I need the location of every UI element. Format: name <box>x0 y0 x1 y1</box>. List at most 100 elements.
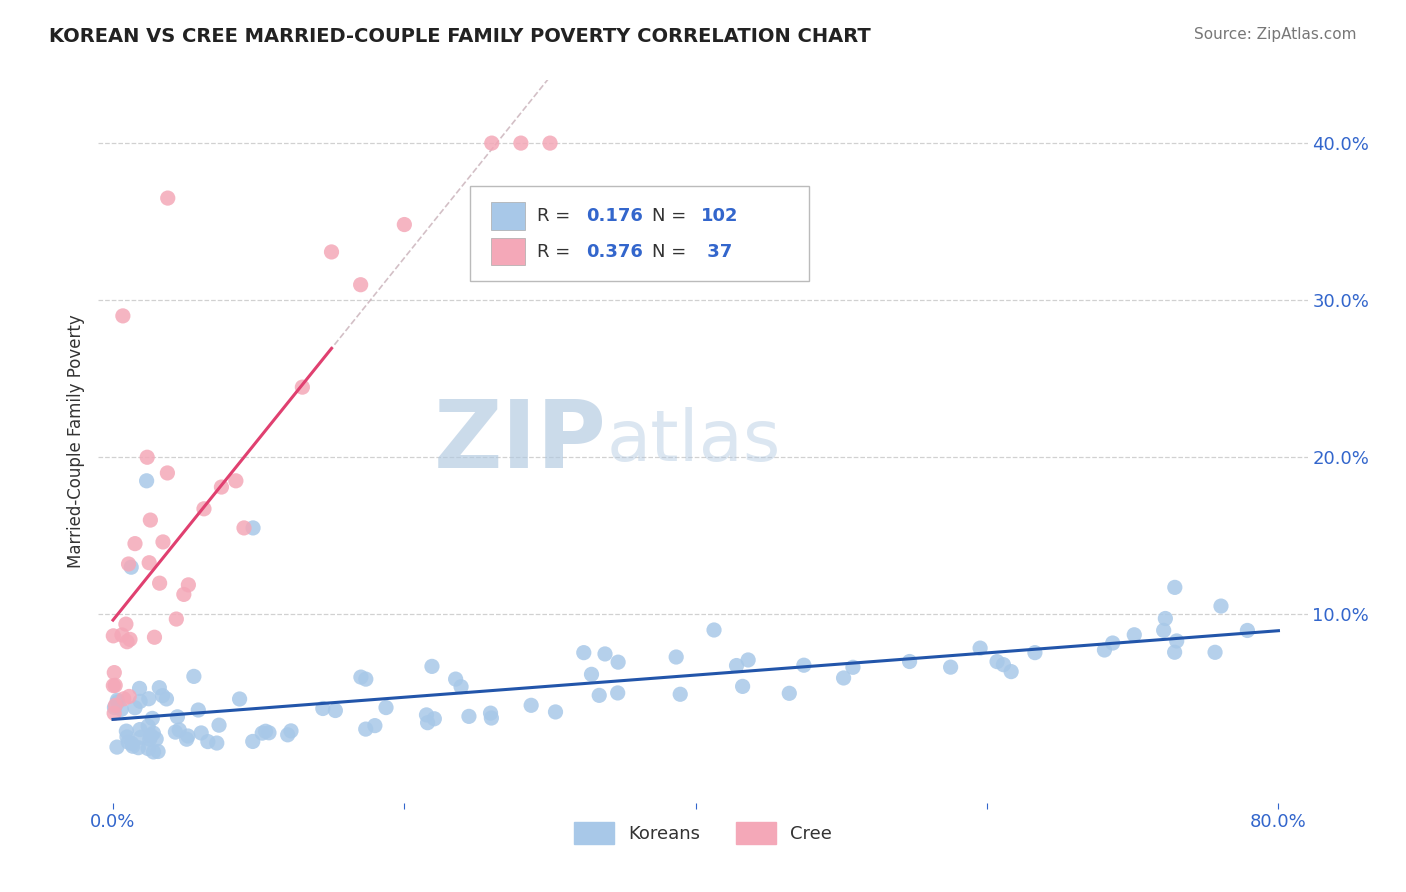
Point <box>325 704 347 718</box>
Point <box>1094 643 1116 657</box>
Point <box>118 632 141 647</box>
Point <box>420 659 443 673</box>
Point <box>115 617 138 632</box>
Point <box>538 136 561 150</box>
Point <box>176 732 198 747</box>
Point <box>572 646 595 660</box>
Point <box>228 692 250 706</box>
Point <box>149 576 172 591</box>
Legend: Koreans, Cree: Koreans, Cree <box>567 815 839 852</box>
Point <box>544 705 567 719</box>
Point <box>112 691 135 706</box>
Point <box>793 658 815 673</box>
Point <box>450 680 472 694</box>
Point <box>731 679 754 693</box>
Point <box>254 724 277 739</box>
Point <box>444 672 467 686</box>
Point <box>520 698 543 713</box>
Point <box>1123 628 1146 642</box>
Point <box>354 722 377 736</box>
Point <box>148 681 170 695</box>
Point <box>842 660 865 674</box>
Point <box>103 629 125 643</box>
Point <box>111 628 134 642</box>
Y-axis label: Married-Couple Family Poverty: Married-Couple Family Poverty <box>66 315 84 568</box>
Point <box>1209 599 1232 613</box>
Point <box>416 715 439 730</box>
Point <box>350 670 373 684</box>
Point <box>165 612 187 626</box>
Point <box>354 672 377 686</box>
Point <box>205 736 228 750</box>
Point <box>152 689 174 703</box>
Point <box>1154 611 1177 625</box>
Point <box>136 719 159 733</box>
Text: R =: R = <box>537 243 576 260</box>
Point <box>107 695 129 709</box>
Point <box>939 660 962 674</box>
Point <box>509 136 531 150</box>
Point <box>110 702 132 716</box>
Bar <box>492 238 526 265</box>
Point <box>152 535 174 549</box>
Point <box>394 218 416 232</box>
Point <box>607 655 630 669</box>
Point <box>167 723 190 737</box>
Point <box>115 724 138 739</box>
Text: ZIP: ZIP <box>433 395 606 488</box>
Point <box>177 578 200 592</box>
Text: 0.176: 0.176 <box>586 207 643 225</box>
Point <box>120 560 142 574</box>
Point <box>778 686 800 700</box>
Text: N =: N = <box>652 207 692 225</box>
Point <box>581 667 603 681</box>
Point <box>1236 624 1258 638</box>
Point <box>146 744 169 758</box>
Point <box>280 723 302 738</box>
Point <box>1166 634 1188 648</box>
Point <box>1204 645 1226 659</box>
Point <box>969 641 991 656</box>
Point <box>117 735 139 749</box>
Point <box>193 501 215 516</box>
Point <box>142 745 165 759</box>
Point <box>233 521 256 535</box>
Point <box>242 521 264 535</box>
Point <box>832 671 855 685</box>
Point <box>117 557 139 571</box>
Point <box>588 689 610 703</box>
Point <box>183 669 205 683</box>
Point <box>190 726 212 740</box>
Point <box>105 693 128 707</box>
Text: 102: 102 <box>700 207 738 225</box>
Point <box>350 277 373 292</box>
Point <box>291 380 314 394</box>
Point <box>155 692 177 706</box>
Point <box>257 725 280 739</box>
Point <box>118 690 141 704</box>
Point <box>737 653 759 667</box>
Point <box>665 650 688 665</box>
Point <box>103 679 125 693</box>
Point <box>103 706 125 721</box>
Point <box>145 731 167 746</box>
Point <box>669 687 692 701</box>
Point <box>124 700 146 714</box>
Point <box>138 691 160 706</box>
Point <box>111 309 134 323</box>
Point <box>177 729 200 743</box>
Point <box>141 711 163 725</box>
Point <box>225 474 247 488</box>
Text: Source: ZipAtlas.com: Source: ZipAtlas.com <box>1194 27 1357 42</box>
Point <box>1024 646 1046 660</box>
Point <box>1153 624 1175 638</box>
Point <box>124 536 146 550</box>
Point <box>104 698 127 713</box>
Bar <box>492 202 526 230</box>
Point <box>136 741 159 756</box>
Point <box>993 657 1015 672</box>
Point <box>127 740 149 755</box>
Point <box>103 665 125 680</box>
Point <box>252 726 274 740</box>
Point <box>277 728 299 742</box>
